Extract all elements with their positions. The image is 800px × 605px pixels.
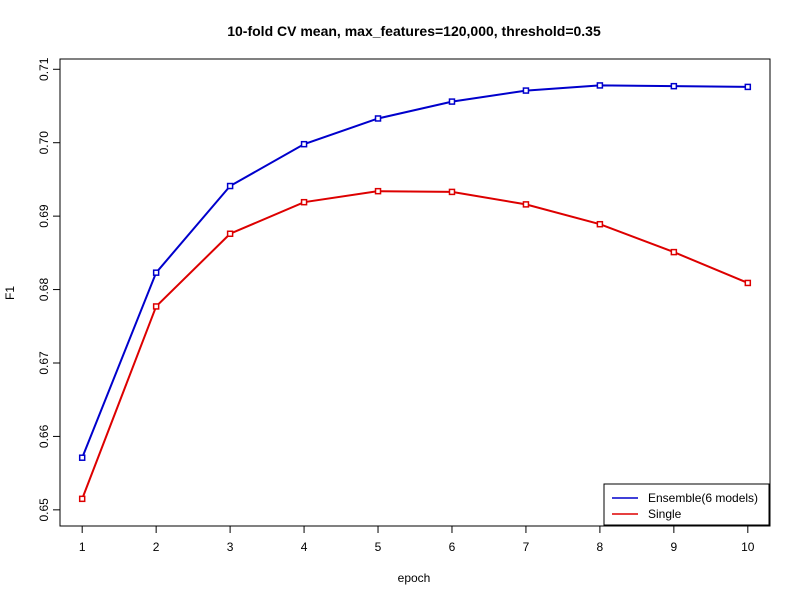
y-axis-label: F1: [3, 286, 17, 300]
x-tick-label: 7: [523, 540, 530, 554]
x-tick-label: 2: [153, 540, 160, 554]
data-point: [78, 454, 86, 461]
data-point: [300, 140, 308, 148]
series-line: [81, 84, 748, 459]
y-tick-label: 0.70: [37, 131, 51, 155]
data-point: [670, 82, 678, 90]
x-tick-label: 5: [375, 540, 382, 554]
data-point: [522, 87, 530, 94]
plot-frame: [59, 58, 771, 527]
y-tick-label: 0.65: [37, 498, 51, 522]
data-point: [448, 188, 456, 196]
data-point: [226, 182, 234, 190]
series-line: [81, 190, 749, 500]
y-tick-label: 0.67: [37, 351, 51, 375]
data-point: [152, 269, 160, 276]
legend: Ensemble(6 models) Single: [603, 483, 770, 526]
y-tick-label: 0.71: [37, 57, 51, 81]
x-axis: 1 2 3 4 5 6 7 8 9 10: [79, 525, 755, 554]
data-point: [744, 279, 752, 287]
y-tick-label: 0.68: [37, 278, 51, 302]
x-tick-label: 3: [227, 540, 234, 554]
legend-label: Ensemble(6 models): [648, 491, 758, 505]
data-point: [596, 82, 604, 89]
y-axis: 0.65 0.66 0.67 0.68 0.69 0.70 0.71: [37, 57, 61, 522]
data-point: [152, 303, 160, 310]
y-tick-label: 0.69: [37, 204, 51, 228]
data-point: [744, 83, 752, 91]
x-tick-label: 9: [671, 540, 678, 554]
data-point: [226, 230, 234, 238]
plot-area: [59, 58, 771, 527]
x-axis-label: epoch: [398, 571, 431, 585]
x-tick-label: 4: [301, 540, 308, 554]
legend-label: Single: [648, 507, 682, 521]
x-tick-label: 8: [597, 540, 604, 554]
data-point: [670, 248, 678, 256]
data-point: [374, 115, 382, 122]
chart-title: 10-fold CV mean, max_features=120,000, t…: [227, 23, 601, 39]
x-tick-label: 1: [79, 540, 86, 554]
series-1: [78, 187, 752, 503]
data-point: [78, 495, 86, 503]
x-tick-label: 10: [741, 540, 755, 554]
data-point: [522, 201, 530, 208]
y-tick-label: 0.66: [37, 424, 51, 448]
legend-box: [603, 483, 770, 526]
data-point: [300, 198, 308, 206]
data-point: [596, 220, 604, 228]
series-layer: [78, 82, 752, 503]
series-0: [78, 82, 752, 461]
data-point: [374, 187, 382, 195]
data-point: [448, 98, 456, 105]
x-tick-label: 6: [449, 540, 456, 554]
